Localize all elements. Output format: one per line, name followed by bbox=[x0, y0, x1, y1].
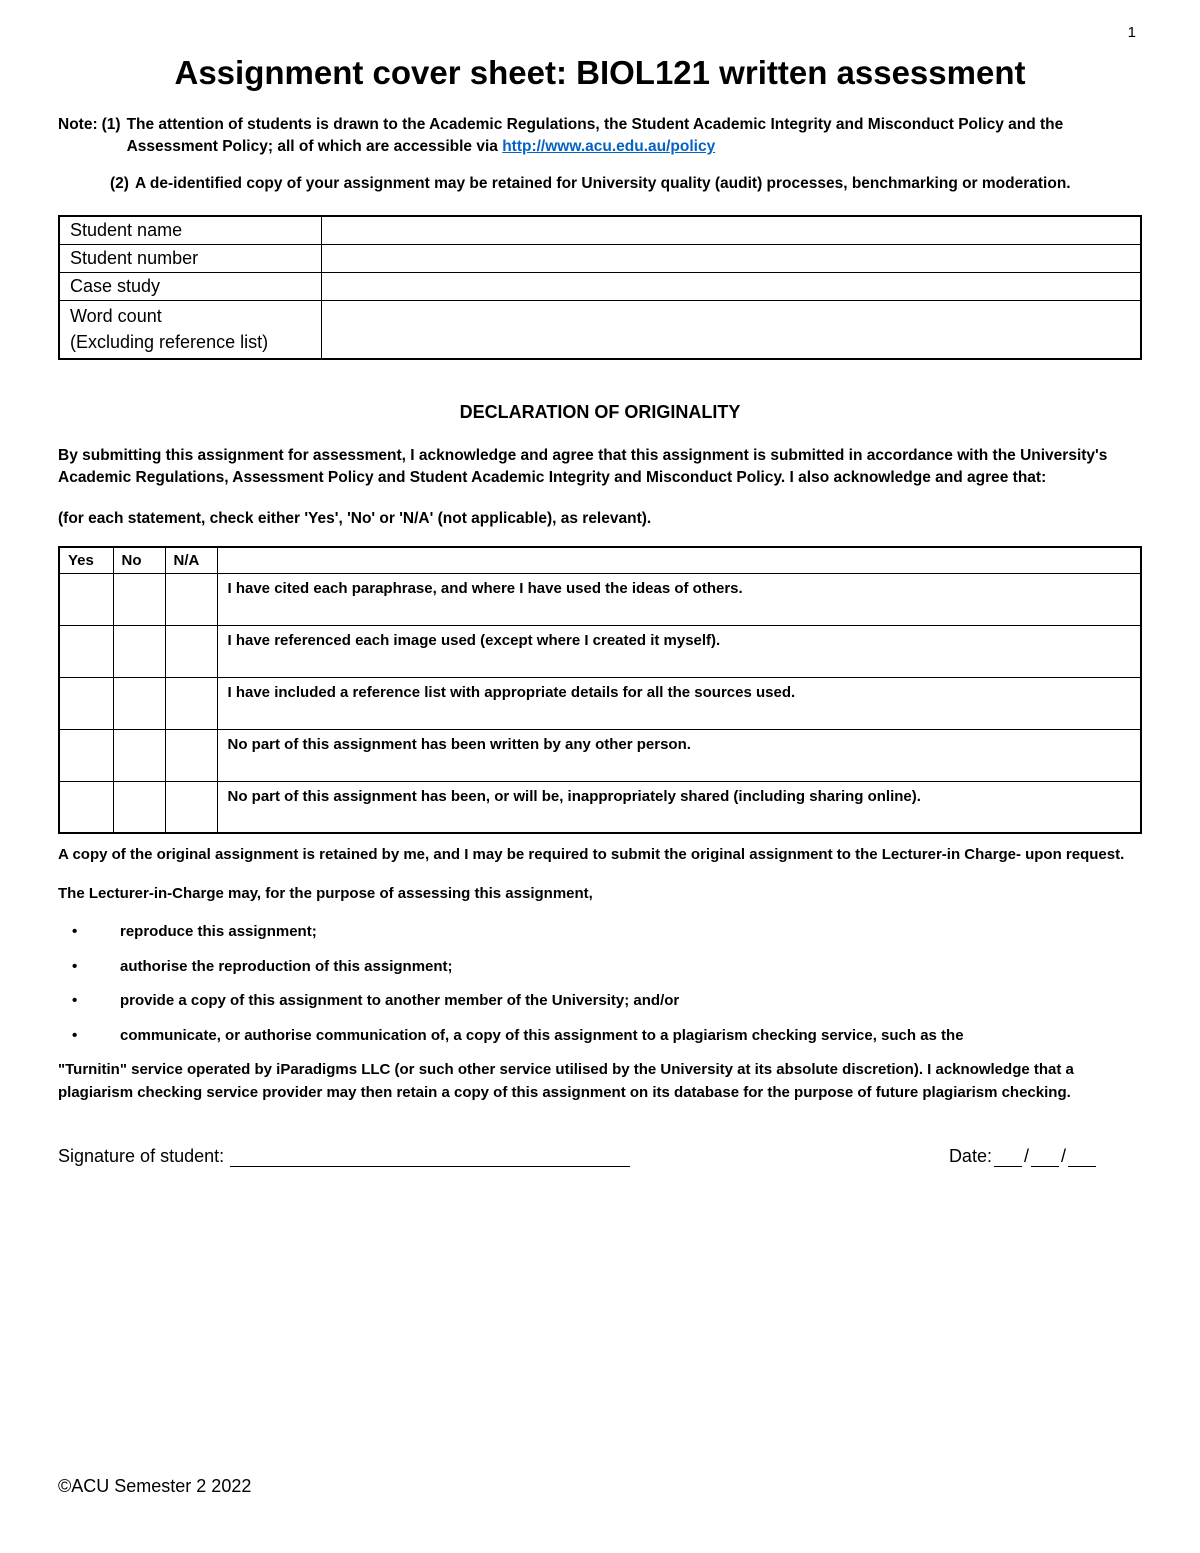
cell-na[interactable] bbox=[165, 573, 217, 625]
note-2: (2) A de-identified copy of your assignm… bbox=[58, 173, 1142, 195]
cell-yes[interactable] bbox=[59, 573, 113, 625]
declaration-intro: By submitting this assignment for assess… bbox=[58, 445, 1142, 490]
list-item: reproduce this assignment; bbox=[58, 921, 1142, 944]
header-na: N/A bbox=[165, 547, 217, 574]
header-no: No bbox=[113, 547, 165, 574]
date-separator: / bbox=[1061, 1146, 1066, 1167]
statement-text: I have referenced each image used (excep… bbox=[217, 625, 1141, 677]
signature-left: Signature of student: bbox=[58, 1146, 630, 1167]
label-case-study: Case study bbox=[59, 273, 321, 301]
list-item: communicate, or authorise communication … bbox=[58, 1025, 1142, 1048]
cell-na[interactable] bbox=[165, 677, 217, 729]
cell-na[interactable] bbox=[165, 625, 217, 677]
label-word-count: Word count (Excluding reference list) bbox=[59, 301, 321, 359]
table-row: Case study bbox=[59, 273, 1141, 301]
cell-na[interactable] bbox=[165, 781, 217, 833]
cell-yes[interactable] bbox=[59, 781, 113, 833]
cell-yes[interactable] bbox=[59, 677, 113, 729]
table-row: I have included a reference list with ap… bbox=[59, 677, 1141, 729]
page-number: 1 bbox=[1128, 24, 1136, 41]
policy-link[interactable]: http://www.acu.edu.au/policy bbox=[502, 138, 715, 155]
post-table-note: A copy of the original assignment is ret… bbox=[58, 844, 1142, 867]
table-row: Student number bbox=[59, 245, 1141, 273]
label-word-count-line2: (Excluding reference list) bbox=[70, 332, 268, 352]
declaration-table: Yes No N/A I have cited each paraphrase,… bbox=[58, 546, 1142, 835]
note-1: Note: (1) The attention of students is d… bbox=[58, 114, 1142, 159]
note-2-prefix: (2) bbox=[106, 173, 135, 195]
lecturer-intro: The Lecturer-in-Charge may, for the purp… bbox=[58, 883, 1142, 906]
footer-text: ©ACU Semester 2 2022 bbox=[58, 1476, 251, 1497]
statement-text: No part of this assignment has been, or … bbox=[217, 781, 1141, 833]
list-item: authorise the reproduction of this assig… bbox=[58, 956, 1142, 979]
purpose-list: reproduce this assignment; authorise the… bbox=[58, 921, 1142, 1047]
cell-no[interactable] bbox=[113, 625, 165, 677]
student-info-table: Student name Student number Case study W… bbox=[58, 215, 1142, 359]
label-student-number: Student number bbox=[59, 245, 321, 273]
table-row: No part of this assignment has been writ… bbox=[59, 729, 1141, 781]
value-word-count[interactable] bbox=[321, 301, 1141, 359]
header-yes: Yes bbox=[59, 547, 113, 574]
value-student-number[interactable] bbox=[321, 245, 1141, 273]
cell-no[interactable] bbox=[113, 677, 165, 729]
cell-no[interactable] bbox=[113, 781, 165, 833]
signature-line[interactable] bbox=[230, 1149, 630, 1167]
cell-no[interactable] bbox=[113, 729, 165, 781]
date-group: Date: / / bbox=[949, 1146, 1142, 1167]
list-item: provide a copy of this assignment to ano… bbox=[58, 990, 1142, 1013]
page-title: Assignment cover sheet: BIOL121 written … bbox=[58, 54, 1142, 92]
date-year[interactable] bbox=[1068, 1149, 1096, 1167]
statement-text: I have cited each paraphrase, and where … bbox=[217, 573, 1141, 625]
table-row: I have referenced each image used (excep… bbox=[59, 625, 1141, 677]
note-1-prefix: (1) bbox=[98, 114, 127, 159]
cell-yes[interactable] bbox=[59, 729, 113, 781]
table-row: I have cited each paraphrase, and where … bbox=[59, 573, 1141, 625]
label-student-name: Student name bbox=[59, 216, 321, 245]
statement-text: No part of this assignment has been writ… bbox=[217, 729, 1141, 781]
header-statement bbox=[217, 547, 1141, 574]
table-row: Student name bbox=[59, 216, 1141, 245]
cell-na[interactable] bbox=[165, 729, 217, 781]
cell-yes[interactable] bbox=[59, 625, 113, 677]
date-day[interactable] bbox=[994, 1149, 1022, 1167]
date-month[interactable] bbox=[1031, 1149, 1059, 1167]
note-block: Note: (1) The attention of students is d… bbox=[58, 114, 1142, 195]
declaration-instruction: (for each statement, check either 'Yes',… bbox=[58, 510, 1142, 528]
table-row: Word count (Excluding reference list) bbox=[59, 301, 1141, 359]
signature-row: Signature of student: Date: / / bbox=[58, 1146, 1142, 1167]
date-separator: / bbox=[1024, 1146, 1029, 1167]
declaration-title: DECLARATION OF ORIGINALITY bbox=[58, 402, 1142, 423]
note-2-text: A de-identified copy of your assignment … bbox=[135, 173, 1142, 195]
note-label: Note: bbox=[58, 114, 98, 159]
value-case-study[interactable] bbox=[321, 273, 1141, 301]
label-word-count-line1: Word count bbox=[70, 306, 162, 326]
note-1-text: The attention of students is drawn to th… bbox=[127, 114, 1142, 159]
statement-text: I have included a reference list with ap… bbox=[217, 677, 1141, 729]
value-student-name[interactable] bbox=[321, 216, 1141, 245]
signature-label: Signature of student: bbox=[58, 1146, 224, 1167]
date-label: Date: bbox=[949, 1146, 992, 1167]
declaration-header-row: Yes No N/A bbox=[59, 547, 1141, 574]
table-row: No part of this assignment has been, or … bbox=[59, 781, 1141, 833]
cell-no[interactable] bbox=[113, 573, 165, 625]
last-bullet-continuation: "Turnitin" service operated by iParadigm… bbox=[58, 1059, 1142, 1104]
